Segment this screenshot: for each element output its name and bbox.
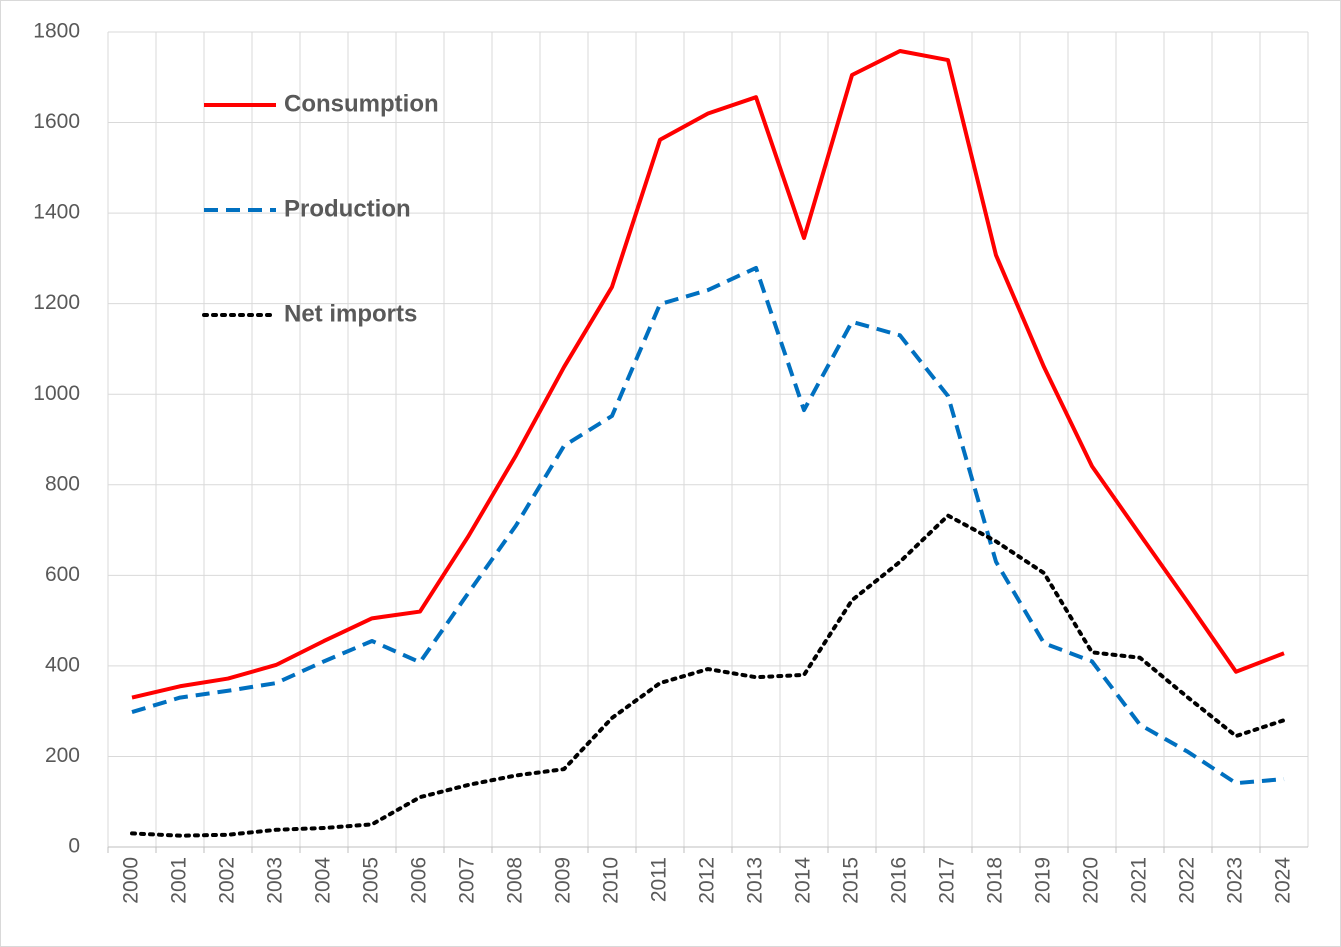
x-tick-label: 2023 xyxy=(1224,857,1247,904)
x-tick-label: 2007 xyxy=(456,857,479,904)
x-tick-label: 2004 xyxy=(312,857,335,904)
y-tick-label: 800 xyxy=(45,472,80,495)
x-tick-label: 2015 xyxy=(840,857,863,904)
legend-label: Net imports xyxy=(284,300,417,327)
x-tick-label: 2019 xyxy=(1032,857,1055,904)
x-tick-label: 2001 xyxy=(168,857,191,904)
y-tick-label: 200 xyxy=(45,744,80,767)
y-tick-label: 1400 xyxy=(33,201,80,224)
x-tick-label: 2020 xyxy=(1080,857,1103,904)
y-tick-label: 1000 xyxy=(33,382,80,405)
x-tick-label: 2003 xyxy=(264,857,287,904)
series-line xyxy=(131,49,1285,700)
x-tick-label: 2005 xyxy=(360,857,383,904)
x-tick-label: 2008 xyxy=(504,857,527,904)
legend-label: Production xyxy=(284,195,411,222)
x-tick-label: 2021 xyxy=(1128,857,1151,904)
y-tick-label: 600 xyxy=(45,563,80,586)
x-tick-label: 2002 xyxy=(216,857,239,904)
x-tick-label: 2024 xyxy=(1272,857,1295,904)
x-tick-label: 2022 xyxy=(1176,857,1199,904)
x-tick-label: 2000 xyxy=(120,857,143,904)
x-tick-label: 2014 xyxy=(792,857,815,904)
x-tick-label: 2006 xyxy=(408,857,431,904)
series-line xyxy=(131,265,1285,786)
y-tick-label: 1200 xyxy=(33,291,80,314)
x-tick-label: 2017 xyxy=(936,857,959,904)
y-tick-label: 1800 xyxy=(33,20,80,43)
series-line xyxy=(130,513,1286,838)
y-tick-label: 1600 xyxy=(33,110,80,133)
x-tick-label: 2009 xyxy=(552,857,575,904)
x-tick-label: 2011 xyxy=(648,857,671,902)
y-tick-label: 0 xyxy=(68,835,80,858)
x-tick-label: 2013 xyxy=(744,857,767,904)
x-tick-label: 2012 xyxy=(696,857,719,904)
legend-label: Consumption xyxy=(284,90,439,117)
y-tick-label: 400 xyxy=(45,653,80,676)
x-tick-label: 2018 xyxy=(984,857,1007,904)
x-tick-label: 2016 xyxy=(888,857,911,904)
x-tick-label: 2010 xyxy=(600,857,623,904)
